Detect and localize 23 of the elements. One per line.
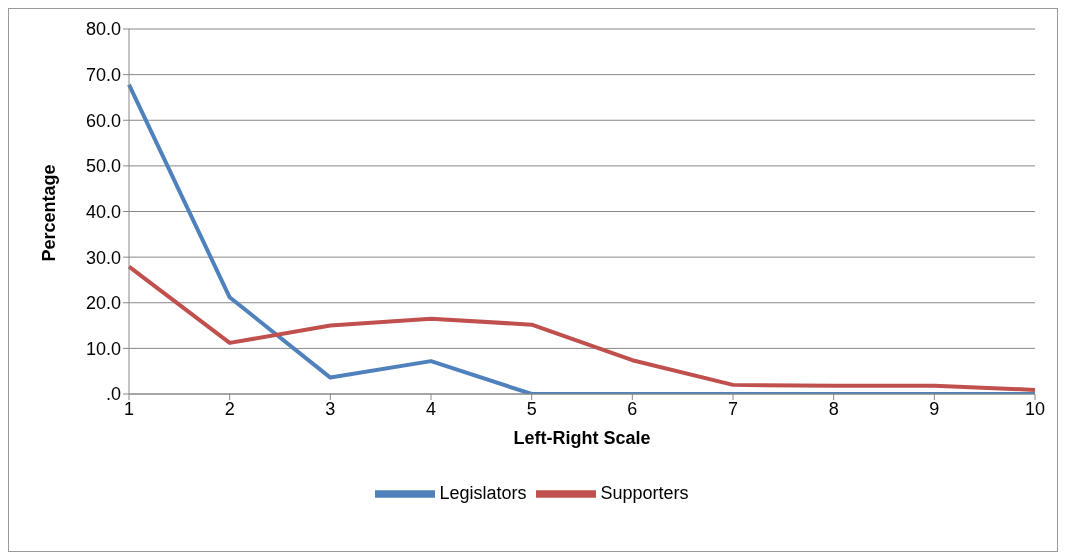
x-tick-label: 8 bbox=[828, 398, 839, 419]
y-axis-title: Percentage bbox=[39, 164, 60, 262]
y-tick-label: 40.0 bbox=[85, 201, 121, 222]
y-tick-label: 20.0 bbox=[85, 293, 121, 314]
y-tick-label: 50.0 bbox=[85, 156, 121, 177]
y-tick-label: .0 bbox=[105, 384, 121, 405]
legend-label: Legislators bbox=[439, 482, 527, 503]
x-tick-label: 2 bbox=[224, 398, 235, 419]
x-tick-label: 3 bbox=[325, 398, 336, 419]
x-tick-label: 7 bbox=[727, 398, 739, 419]
x-tick-label: 1 bbox=[123, 398, 135, 419]
y-tick-label: 70.0 bbox=[85, 65, 121, 86]
x-tick-label: 6 bbox=[627, 398, 638, 419]
x-axis-title: Left-Right Scale bbox=[513, 428, 651, 448]
x-tick-label: 5 bbox=[526, 398, 537, 419]
y-tick-label: 10.0 bbox=[85, 338, 121, 359]
y-tick-label: 30.0 bbox=[85, 247, 121, 268]
y-tick-label: 80.0 bbox=[85, 19, 121, 40]
y-tick-label: 60.0 bbox=[85, 110, 121, 131]
x-tick-label: 10 bbox=[1024, 398, 1046, 419]
x-tick-label: 9 bbox=[929, 398, 940, 419]
x-tick-label: 4 bbox=[425, 398, 437, 419]
legend-label: Supporters bbox=[600, 482, 689, 503]
